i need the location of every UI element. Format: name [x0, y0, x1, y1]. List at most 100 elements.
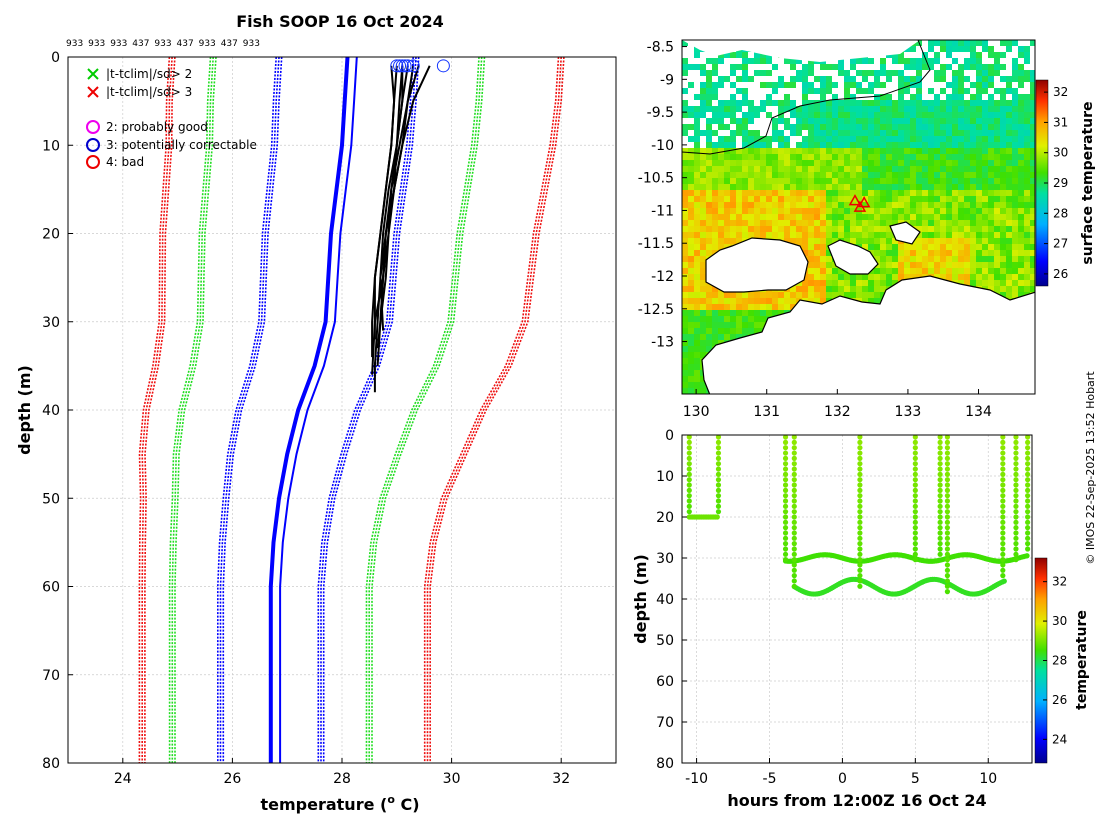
sst-cell: [706, 196, 712, 202]
sst-cell: [700, 328, 706, 334]
sst-cell: [754, 292, 760, 298]
sst-cell: [994, 112, 1000, 118]
sst-cell: [1012, 94, 1018, 100]
sst-cell: [958, 70, 964, 76]
legend-label: 3: potentially correctable: [106, 138, 257, 152]
sst-cell: [946, 226, 952, 232]
sst-cell: [814, 262, 820, 268]
sst-cell: [766, 214, 772, 220]
sst-cell: [682, 310, 688, 316]
sst-cell: [760, 304, 766, 310]
sst-cell: [694, 376, 700, 382]
sst-cell: [898, 130, 904, 136]
sst-cell: [1000, 124, 1006, 130]
sst-cell: [970, 184, 976, 190]
sst-cell: [862, 160, 868, 166]
sst-cell: [904, 244, 910, 250]
sst-cell: [916, 208, 922, 214]
sst-cell: [952, 124, 958, 130]
sst-cell: [958, 220, 964, 226]
dt-point: [791, 439, 797, 445]
sst-cell: [886, 226, 892, 232]
dt-point: [791, 477, 797, 483]
sst-cell: [742, 148, 748, 154]
dt-point: [1000, 455, 1006, 461]
map-y-tick-label: -10: [651, 138, 674, 154]
dt-point: [715, 450, 722, 456]
sst-cell: [838, 166, 844, 172]
sst-cell: [706, 118, 712, 124]
float-markers: [848, 194, 871, 212]
sst-cell: [958, 160, 964, 166]
sst-cell: [916, 148, 922, 154]
sst-cell: [814, 160, 820, 166]
sst-cell: [706, 292, 712, 298]
sst-cell: [850, 100, 856, 106]
dt-point: [912, 535, 918, 541]
sst-cell: [892, 178, 898, 184]
sst-cell: [742, 214, 748, 220]
sst-cell: [1000, 172, 1006, 178]
sst-cell: [706, 190, 712, 196]
sst-cell: [886, 106, 892, 112]
sst-cell: [784, 298, 790, 304]
dt-point: [1000, 546, 1006, 552]
sst-cell: [1018, 196, 1024, 202]
sst-cell: [718, 322, 724, 328]
sst-cell: [772, 136, 778, 142]
sst-cell: [898, 166, 904, 172]
sst-cell: [1006, 196, 1012, 202]
sst-cell: [850, 154, 856, 160]
dt-point: [912, 471, 918, 477]
sst-cell: [994, 208, 1000, 214]
sst-cell: [988, 124, 994, 130]
dt-point: [1025, 498, 1031, 504]
sst-cell: [874, 106, 880, 112]
sst-cell: [1024, 94, 1030, 100]
dt-point: [782, 514, 789, 520]
sst-cell: [730, 172, 736, 178]
sst-cell: [730, 64, 736, 70]
dt-point: [791, 546, 797, 552]
sst-cell: [904, 58, 910, 64]
sst-cell: [946, 214, 952, 220]
sst-cell: [856, 100, 862, 106]
sst-cell: [784, 118, 790, 124]
sst-cell: [724, 310, 730, 316]
sst-cell: [850, 274, 856, 280]
dt-point: [791, 503, 797, 509]
sst-cell: [946, 196, 952, 202]
sst-cell: [1024, 226, 1030, 232]
sst-cell: [850, 112, 856, 118]
sst-cell: [838, 190, 844, 196]
sst-cell: [868, 208, 874, 214]
sst-cell: [712, 226, 718, 232]
sst-cell: [916, 160, 922, 166]
sst-cell: [988, 64, 994, 70]
dt-point: [791, 445, 797, 451]
sst-cell: [988, 94, 994, 100]
sst-cell: [946, 202, 952, 208]
sst-cell: [928, 58, 934, 64]
sst-cell: [694, 322, 700, 328]
sst-cell: [694, 172, 700, 178]
sst-cell: [742, 328, 748, 334]
sst-cell: [970, 274, 976, 280]
sst-cell: [970, 202, 976, 208]
sst-cell: [874, 280, 880, 286]
sst-cell: [826, 154, 832, 160]
sst-cell: [982, 190, 988, 196]
sst-cell: [1006, 118, 1012, 124]
sst-cell: [874, 166, 880, 172]
sst-cell: [934, 202, 940, 208]
sst-cell: [802, 148, 808, 154]
sst-cell: [1030, 94, 1035, 100]
sst-cell: [946, 112, 952, 118]
sst-cell: [706, 172, 712, 178]
dt-y-tick-label: 20: [656, 510, 674, 526]
sst-cell: [880, 196, 886, 202]
sst-cell: [700, 280, 706, 286]
sst-cell: [712, 196, 718, 202]
dt-point: [1000, 487, 1006, 493]
dt-point: [714, 514, 720, 520]
